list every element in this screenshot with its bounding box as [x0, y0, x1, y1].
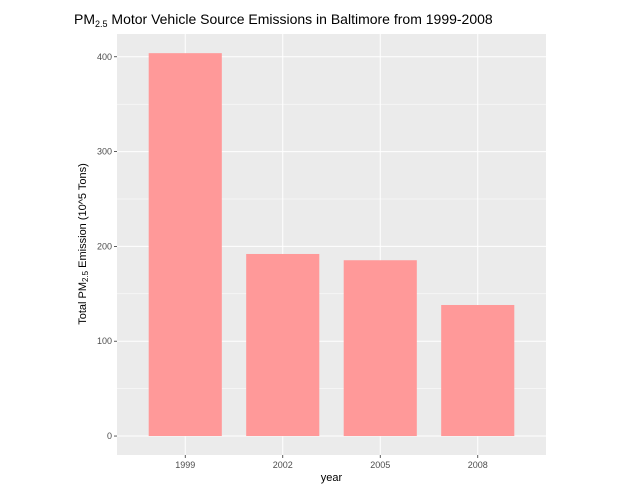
x-axis-ticks: 1999 2002 2005 2008 — [175, 455, 488, 470]
chart-title-prefix: PM — [74, 11, 95, 27]
x-tick-label: 2005 — [370, 460, 390, 470]
bar-2002 — [246, 253, 320, 437]
x-tick-label: 2002 — [273, 460, 293, 470]
x-axis-title: year — [321, 472, 343, 484]
bar-2008 — [441, 304, 515, 437]
y-axis-title-prefix: Total PM — [77, 282, 89, 325]
y-tick-label: 0 — [107, 431, 112, 441]
y-tick-label: 200 — [97, 241, 112, 251]
y-axis-title-subscript: 2.5 — [81, 270, 90, 282]
bar-1999 — [148, 53, 222, 437]
y-tick-label: 400 — [97, 52, 112, 62]
x-tick-label: 1999 — [175, 460, 195, 470]
x-tick-label: 2008 — [468, 460, 488, 470]
y-axis-ticks: 0 100 200 300 400 — [97, 52, 117, 441]
chart-title-suffix: Motor Vehicle Source Emissions in Baltim… — [108, 11, 493, 27]
y-tick-label: 100 — [97, 336, 112, 346]
y-axis-title-suffix: Emission (10^5 Tons) — [77, 163, 89, 271]
y-tick-label: 300 — [97, 147, 112, 157]
y-axis-title: Total PM2.5 Emission (10^5 Tons) — [77, 163, 90, 325]
bars — [148, 53, 515, 437]
chart-title: PM2.5 Motor Vehicle Source Emissions in … — [74, 11, 493, 29]
chart-title-subscript: 2.5 — [95, 19, 108, 29]
bar-2005 — [343, 260, 417, 437]
